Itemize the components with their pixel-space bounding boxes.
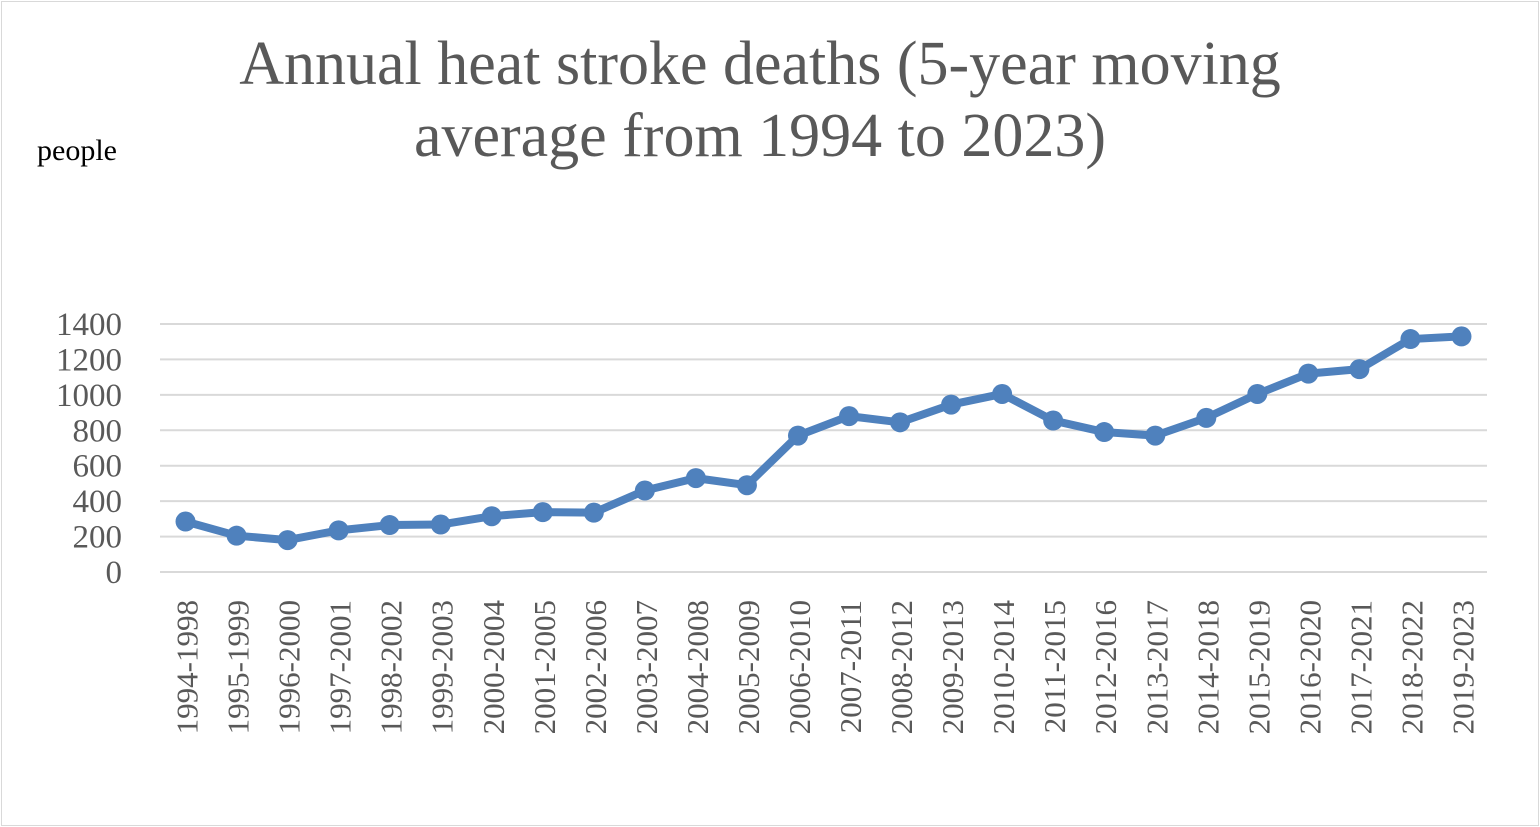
x-tick-label: 1999-2003 bbox=[425, 600, 460, 734]
x-tick-label: 2002-2006 bbox=[578, 600, 613, 734]
x-tick-label: 2010-2014 bbox=[986, 600, 1021, 735]
x-tick-label: 2012-2016 bbox=[1088, 600, 1123, 734]
data-point bbox=[787, 425, 808, 446]
data-point bbox=[685, 468, 706, 489]
x-tick-label: 2003-2007 bbox=[629, 600, 664, 734]
x-tick-label: 2009-2013 bbox=[935, 600, 970, 734]
data-point bbox=[481, 506, 502, 527]
data-point bbox=[890, 412, 911, 433]
y-tick-label: 400 bbox=[73, 484, 123, 520]
y-tick-label: 1400 bbox=[56, 307, 122, 343]
y-tick-label: 800 bbox=[73, 413, 123, 449]
chart-title: Annual heat stroke deaths (5-year moving… bbox=[239, 30, 1281, 170]
data-point bbox=[1349, 359, 1370, 380]
x-tick-label: 2007-2011 bbox=[833, 600, 868, 733]
x-tick-label: 2011-2015 bbox=[1037, 600, 1072, 733]
data-point bbox=[532, 502, 553, 523]
data-point bbox=[1451, 326, 1472, 347]
gridlines bbox=[160, 323, 1487, 573]
data-point bbox=[430, 514, 451, 535]
data-point bbox=[736, 475, 757, 496]
data-point bbox=[175, 511, 196, 532]
data-points bbox=[175, 326, 1472, 551]
x-tick-label: 2015-2019 bbox=[1241, 600, 1276, 734]
data-point bbox=[1247, 383, 1268, 404]
x-tick-label: 2016-2020 bbox=[1292, 600, 1327, 734]
data-point bbox=[226, 525, 247, 546]
data-point bbox=[379, 515, 400, 536]
x-tick-label: 2018-2022 bbox=[1394, 600, 1429, 734]
y-tick-label: 600 bbox=[73, 449, 123, 485]
data-point bbox=[1196, 407, 1217, 428]
data-point bbox=[941, 394, 962, 415]
y-tick-label: 0 bbox=[106, 555, 123, 591]
x-tick-label: 2014-2018 bbox=[1190, 600, 1225, 734]
data-point bbox=[1400, 329, 1421, 350]
x-tick-label: 1997-2001 bbox=[323, 600, 358, 734]
data-point bbox=[992, 383, 1013, 404]
x-tick-label: 2017-2021 bbox=[1343, 600, 1378, 734]
x-tick-label: 2006-2010 bbox=[782, 600, 817, 734]
data-point bbox=[634, 480, 655, 501]
x-tick-label: 2000-2004 bbox=[476, 600, 511, 735]
data-point bbox=[1298, 363, 1319, 384]
data-point bbox=[277, 530, 298, 551]
x-tick-label: 1998-2002 bbox=[374, 600, 409, 734]
y-tick-label: 1000 bbox=[56, 378, 122, 414]
x-axis-tick-labels: 1994-1998 1995-1999 1996-2000 1997-2001 1998… bbox=[170, 600, 1481, 735]
data-point bbox=[839, 406, 860, 427]
data-point bbox=[583, 502, 604, 523]
y-tick-label: 1200 bbox=[56, 342, 122, 378]
y-tick-label: 200 bbox=[73, 520, 123, 556]
x-tick-label: 2019-2023 bbox=[1445, 600, 1480, 734]
data-point bbox=[1145, 425, 1166, 446]
data-point bbox=[1094, 422, 1115, 443]
x-tick-label: 2008-2012 bbox=[884, 600, 919, 734]
x-tick-label: 2001-2005 bbox=[527, 600, 562, 734]
data-point bbox=[328, 520, 349, 541]
x-tick-label: 1994-1998 bbox=[170, 600, 205, 734]
y-axis-unit-label: people bbox=[37, 134, 117, 167]
x-tick-label: 1996-2000 bbox=[272, 600, 307, 734]
data-point bbox=[1043, 410, 1064, 431]
series-line bbox=[181, 332, 1466, 545]
x-tick-label: 2013-2017 bbox=[1139, 600, 1174, 734]
x-tick-label: 2004-2008 bbox=[680, 600, 715, 734]
x-tick-label: 1995-1999 bbox=[221, 600, 256, 734]
series-line-layer bbox=[181, 332, 1466, 545]
x-tick-label: 2005-2009 bbox=[731, 600, 766, 734]
